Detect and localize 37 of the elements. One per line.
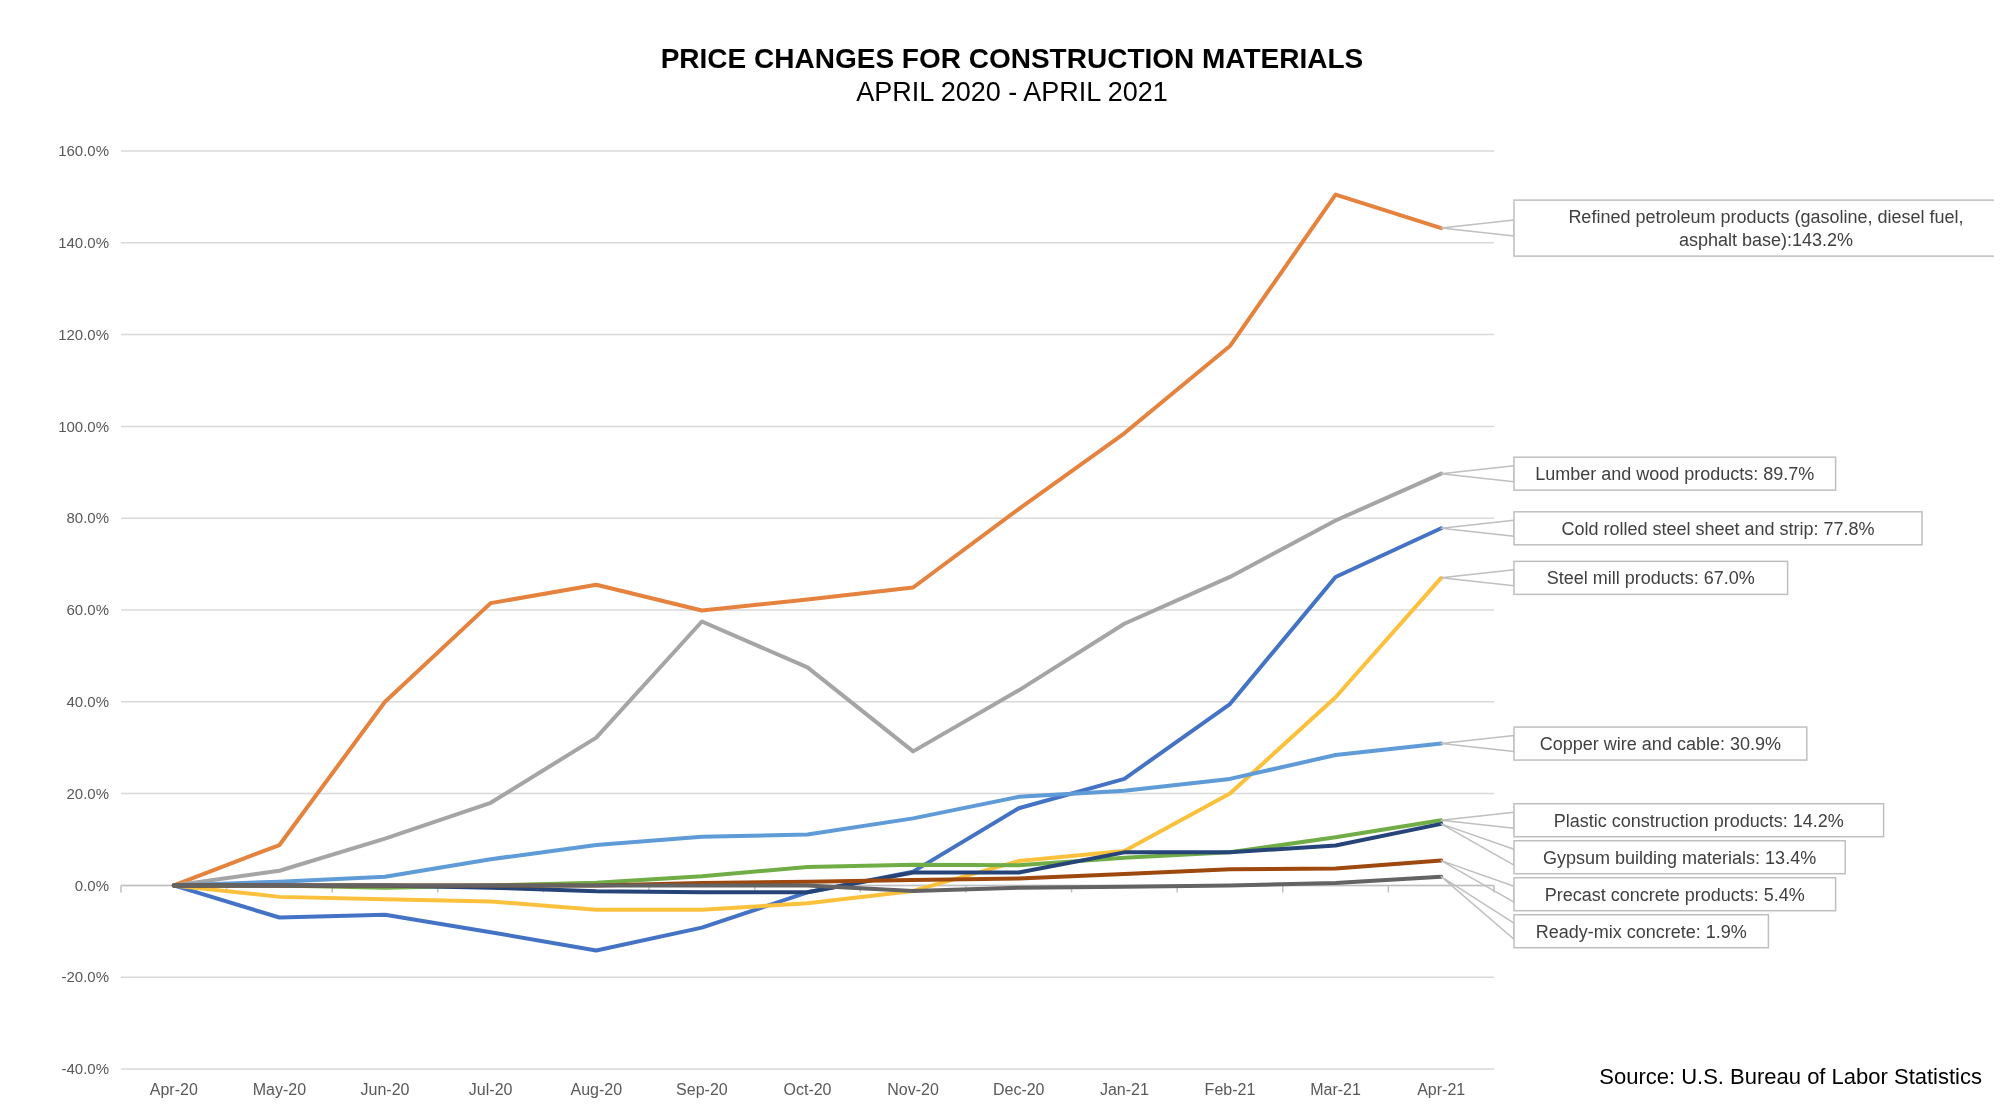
y-tick-label: 100.0% [58, 417, 109, 435]
x-tick-label: Mar-21 [1310, 1081, 1362, 1098]
x-tick-label: Oct-20 [783, 1081, 832, 1098]
y-tick-label: 20.0% [66, 784, 109, 802]
text: Plastic construction products: 14.2% [1553, 810, 1844, 831]
text: Gypsum building materials: 13.4% [1543, 847, 1817, 868]
y-tick-label: 40.0% [66, 693, 109, 711]
y-tick-label: 0.0% [74, 876, 109, 894]
y-tick-label: 120.0% [58, 325, 109, 343]
y-tick-label: 140.0% [58, 234, 109, 252]
line-series [171, 874, 1444, 893]
x-tick-label: Jan-21 [1099, 1081, 1149, 1098]
y-tick-label: 60.0% [66, 601, 109, 619]
text: Precast concrete products: 5.4% [1544, 884, 1805, 905]
x-tick-label: Jul-20 [468, 1081, 513, 1098]
y-tick-label: 160.0% [58, 142, 109, 160]
x-tick-label: Feb-21 [1204, 1081, 1256, 1098]
x-tick-label: Apr-20 [149, 1081, 198, 1098]
text: Refined petroleum products (gasoline, diesel fuel, asphalt base):143.2% [1568, 206, 1964, 250]
y-tick-label: -40.0% [61, 1060, 109, 1078]
text: Lumber and wood products: 89.7% [1535, 463, 1815, 484]
text: Ready-mix concrete: 1.9% [1535, 921, 1747, 942]
chart-subtitle: APRIL 2020 - APRIL 2021 [856, 77, 1168, 107]
y-tick-label: 80.0% [66, 509, 109, 527]
text: Copper wire and cable: 30.9% [1539, 733, 1781, 754]
x-tick-label: Aug-20 [570, 1081, 623, 1098]
x-tick-label: Apr-21 [1417, 1081, 1466, 1098]
x-tick-label: Nov-20 [887, 1081, 940, 1098]
y-tick-label: -20.0% [61, 968, 109, 986]
source-note: Source: U.S. Bureau of Labor Statistics [1599, 1064, 1982, 1089]
text: Cold rolled steel sheet and strip: 77.8% [1561, 518, 1875, 539]
x-tick-label: Jun-20 [360, 1081, 410, 1098]
x-tick-label: May-20 [252, 1081, 307, 1098]
x-tick-label: Dec-20 [992, 1081, 1045, 1098]
chart-title: PRICE CHANGES FOR CONSTRUCTION MATERIALS [660, 43, 1364, 74]
x-tick-label: Sep-20 [676, 1081, 728, 1098]
text: Steel mill products: 67.0% [1546, 568, 1755, 589]
